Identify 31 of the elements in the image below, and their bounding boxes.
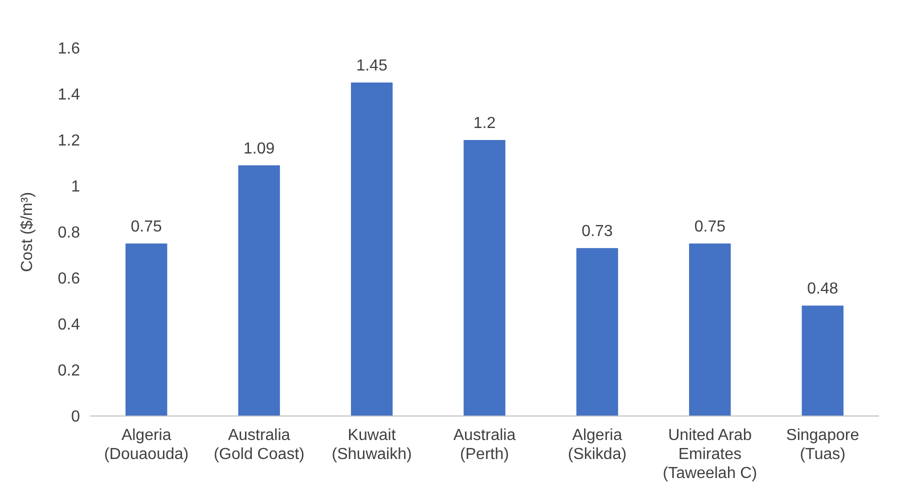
y-tick-label: 0.6 [58, 270, 80, 288]
x-tick-label: Australia (Gold Coast) [214, 427, 304, 463]
y-axis-title: Cost ($/m³) [19, 192, 36, 272]
y-tick-label: 0.2 [58, 362, 80, 380]
data-label: 0.48 [807, 280, 838, 298]
x-tick-label: Kuwait (Shuwaikh) [332, 427, 412, 463]
y-tick-label: 1.6 [58, 40, 80, 58]
x-tick-label: Algeria (Douaouda) [104, 427, 189, 463]
bar [576, 248, 618, 416]
x-tick-label: Australia (Perth) [453, 427, 516, 463]
bar [238, 165, 280, 416]
bar [126, 244, 168, 416]
data-label: 0.75 [694, 218, 726, 236]
bar [464, 140, 506, 416]
x-tick-label: Singapore (Tuas) [786, 427, 860, 463]
bar [802, 306, 844, 416]
bar [350, 82, 393, 416]
data-label: 0.73 [582, 223, 613, 240]
y-tick-label: 0.8 [58, 224, 80, 242]
y-tick-label: 1.4 [58, 86, 80, 104]
data-label: 1.45 [356, 58, 388, 74]
data-label: 1.09 [244, 140, 275, 158]
x-tick-label: United Arab Emirates (Taweelah C) [662, 427, 758, 482]
y-tick-label: 1.2 [58, 132, 80, 150]
bar [689, 244, 731, 416]
data-label: 1.2 [473, 115, 496, 132]
x-tick-label: Algeria (Skikda) [568, 427, 627, 463]
y-tick-label: 0 [71, 408, 80, 426]
data-label: 0.75 [130, 218, 162, 236]
y-tick-label: 1 [71, 178, 80, 196]
y-tick-label: 0.4 [58, 316, 80, 334]
